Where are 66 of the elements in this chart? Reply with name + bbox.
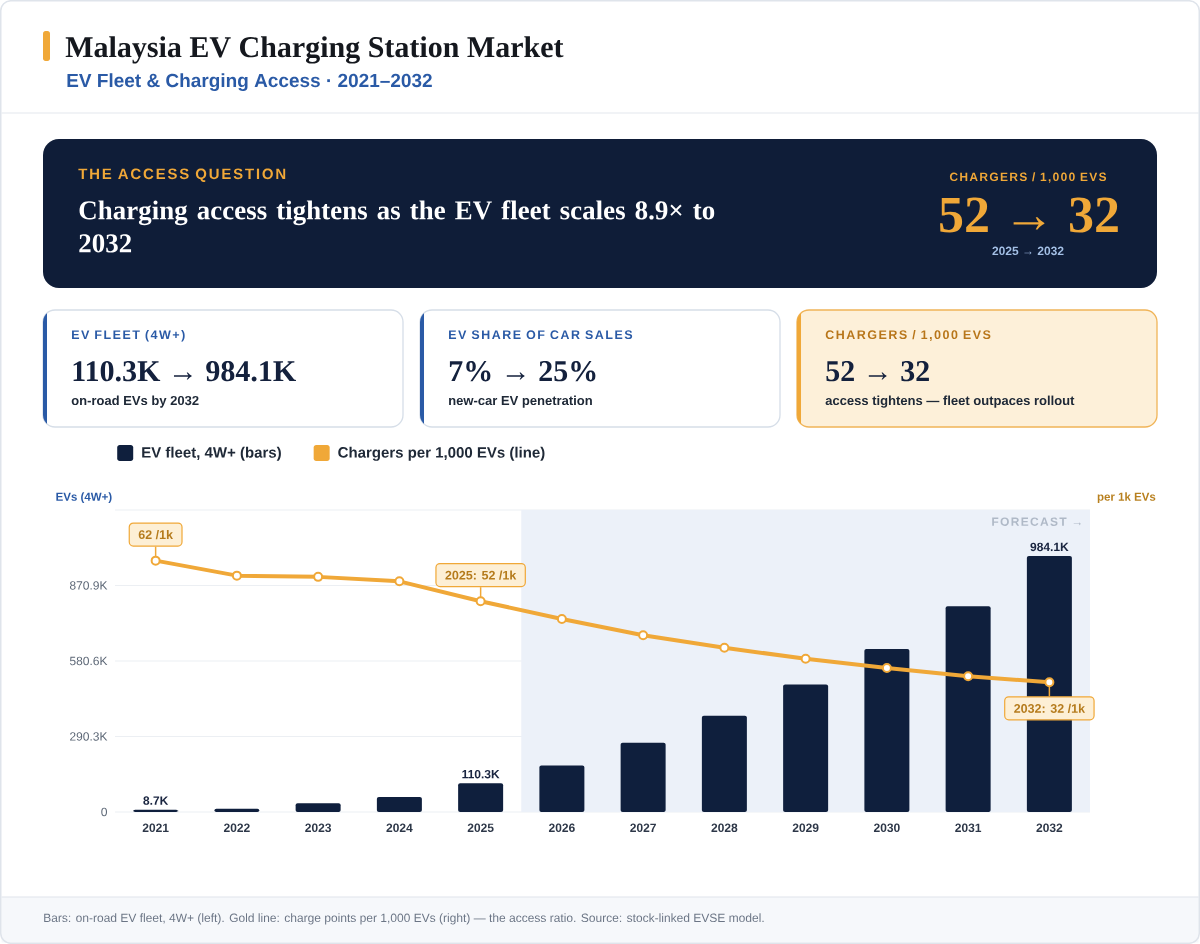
text: new-car EV penetration [449,395,592,408]
y-tick-label: 580.6K [69,656,108,666]
point [719,642,730,653]
data-label: 110.3K [462,769,500,779]
bar [376,796,422,812]
x-tick-label: 2032 [1036,823,1063,833]
legend-label: EV fleet, 4W+ (bars) [142,446,281,461]
x-tick-label: 2023 [305,823,332,833]
bar [783,684,829,812]
text: THE ACCESS QUESTION [78,168,286,182]
point [556,614,567,625]
text: Charging access tightens as the EV fleet scales 8.9× to 2032 [79,200,715,253]
point [150,555,161,566]
band-label: FORECAST → [992,517,1081,526]
x-tick-label: 2025 [467,823,494,833]
x-tick-label: 2031 [955,823,982,833]
bar [214,808,260,812]
x-tick-label: 2024 [386,823,413,833]
chart-title: Malaysia EV Charging Station Market [65,36,564,64]
data-label: 62 /1k [138,529,174,540]
chart-subtitle: EV Fleet & Charging Access · 2021–2032 [67,73,432,92]
y-tick-label: 870.9K [69,581,108,590]
point [475,596,486,607]
point [881,663,892,674]
text: EV FLEET (4W+) [72,329,185,342]
text: CHARGERS / 1,000 EVS [949,172,1107,183]
x-tick-label: 2027 [630,823,656,833]
bar [295,803,341,812]
x-tick-label: 2026 [548,823,575,833]
data-label: 984.1K [1030,542,1069,552]
x-tick-label: 2021 [142,823,169,833]
bar [458,783,504,812]
data-label: 2032: 32 /1k [1014,703,1086,714]
y-tick-label: 290.3K [70,732,108,741]
text: 7% → 25% [449,361,596,382]
point [800,653,811,664]
legend-label: Chargers per 1,000 EVs (line) [338,446,545,461]
text: EV SHARE OF CAR SALES [449,330,633,340]
point [638,630,649,641]
x-tick-label: 2022 [223,823,250,833]
text: access tightens — fleet outpaces rollout [825,395,1075,408]
point [231,570,242,581]
x-tick-label: 2028 [711,823,738,833]
text: on-road EVs by 2032 [71,395,199,408]
bar [620,742,666,812]
data-label: 8.7K [143,796,169,805]
y-tick-label: 0 [101,807,108,817]
point [1044,677,1055,688]
point [963,671,974,682]
point [313,571,324,582]
bar [945,606,991,812]
text: 52 → 32 [940,197,1118,233]
y2-axis-title: per 1k EVs [1097,492,1156,504]
y-axis-title: EVs (4W+) [56,492,112,504]
text: CHARGERS / 1,000 EVS [825,329,991,341]
text: 110.3K → 984.1K [73,361,296,382]
bar [701,715,747,812]
x-tick-label: 2030 [873,823,900,833]
text: 52 → 32 [826,361,929,382]
text: Bars: on-road EV fleet, 4W+ (left). Gold line: charge points per 1,000 EVs (right) — the access ratio. Source: stock-linked EVSE model. [44,913,764,925]
bar [864,648,910,812]
point [394,576,405,587]
text: 2025 → 2032 [992,246,1064,256]
bar [539,765,585,812]
x-tick-label: 2029 [792,823,819,833]
data-label: 2025: 52 /1k [445,570,517,580]
